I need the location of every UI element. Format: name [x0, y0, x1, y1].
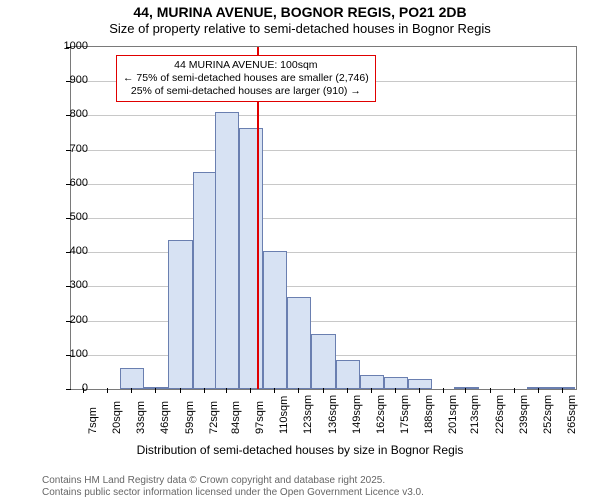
- x-tick-mark: [347, 388, 348, 393]
- y-tick-label: 900: [48, 74, 88, 86]
- y-tick-label: 600: [48, 177, 88, 189]
- x-tick-label: 110sqm: [278, 396, 290, 434]
- y-tick-label: 400: [48, 245, 88, 257]
- histogram-bar: [193, 172, 217, 389]
- x-tick-mark: [107, 388, 108, 393]
- x-tick-mark: [443, 388, 444, 393]
- x-tick-mark: [155, 388, 156, 393]
- x-tick-mark: [323, 388, 324, 393]
- histogram-bar: [336, 360, 360, 389]
- histogram-bar: [408, 379, 432, 389]
- x-tick-mark: [250, 388, 251, 393]
- histogram-bar: [120, 368, 144, 389]
- x-tick-label: 188sqm: [423, 395, 435, 434]
- x-tick-label: 201sqm: [447, 395, 459, 434]
- y-tick-label: 0: [48, 382, 88, 394]
- title-line2: Size of property relative to semi-detach…: [0, 21, 600, 36]
- license-line2: Contains public sector information licen…: [42, 487, 424, 499]
- histogram-bar: [168, 240, 192, 389]
- gridline: [71, 321, 576, 322]
- gridline: [71, 184, 576, 185]
- x-tick-mark: [562, 388, 563, 393]
- x-tick-mark: [131, 388, 132, 393]
- gridline: [71, 218, 576, 219]
- plot-area: 44 MURINA AVENUE: 100sqm← 75% of semi-de…: [70, 46, 577, 390]
- x-tick-label: 265sqm: [566, 395, 578, 434]
- y-tick-label: 200: [48, 314, 88, 326]
- x-axis-label: Distribution of semi-detached houses by …: [0, 443, 600, 457]
- gridline: [71, 115, 576, 116]
- x-tick-label: 252sqm: [542, 395, 554, 434]
- x-tick-label: 226sqm: [494, 395, 506, 434]
- x-tick-mark: [180, 388, 181, 393]
- license-line1: Contains HM Land Registry data © Crown c…: [42, 475, 424, 487]
- x-tick-label: 20sqm: [111, 401, 123, 434]
- x-tick-mark: [465, 388, 466, 393]
- y-tick-label: 500: [48, 211, 88, 223]
- x-tick-label: 149sqm: [351, 395, 363, 434]
- x-tick-label: 59sqm: [184, 401, 196, 434]
- annot-line3: 25% of semi-detached houses are larger (…: [123, 85, 369, 98]
- x-tick-label: 72sqm: [208, 401, 220, 434]
- title-block: 44, MURINA AVENUE, BOGNOR REGIS, PO21 2D…: [0, 0, 600, 36]
- x-tick-mark: [395, 388, 396, 393]
- x-tick-label: 213sqm: [469, 395, 481, 434]
- x-tick-mark: [298, 388, 299, 393]
- histogram-bar: [263, 251, 287, 390]
- y-tick-label: 100: [48, 348, 88, 360]
- histogram-bar: [287, 297, 311, 389]
- x-tick-mark: [514, 388, 515, 393]
- y-tick-label: 800: [48, 108, 88, 120]
- x-tick-mark: [538, 388, 539, 393]
- histogram-bar: [239, 128, 263, 389]
- histogram-bar: [144, 387, 168, 389]
- x-tick-label: 239sqm: [518, 395, 530, 434]
- y-tick-label: 1000: [48, 40, 88, 52]
- histogram-bar: [527, 387, 551, 389]
- x-tick-label: 33sqm: [135, 401, 147, 434]
- histogram-bar: [360, 375, 384, 389]
- x-tick-mark: [274, 388, 275, 393]
- x-tick-mark: [419, 388, 420, 393]
- gridline: [71, 252, 576, 253]
- annot-line1: 44 MURINA AVENUE: 100sqm: [123, 59, 369, 72]
- histogram-bar: [215, 112, 239, 389]
- x-tick-label: 175sqm: [399, 395, 411, 434]
- gridline: [71, 286, 576, 287]
- gridline: [71, 150, 576, 151]
- histogram-bar: [454, 387, 478, 389]
- x-tick-label: 7sqm: [87, 407, 99, 434]
- x-tick-label: 123sqm: [302, 395, 314, 434]
- chart-container: Number of semi-detached properties 44 MU…: [0, 38, 600, 458]
- y-tick-label: 300: [48, 279, 88, 291]
- y-tick-label: 700: [48, 143, 88, 155]
- x-tick-mark: [490, 388, 491, 393]
- license-text: Contains HM Land Registry data © Crown c…: [42, 475, 424, 499]
- annot-line2: ← 75% of semi-detached houses are smalle…: [123, 72, 369, 85]
- x-tick-label: 97sqm: [254, 401, 266, 434]
- title-line1: 44, MURINA AVENUE, BOGNOR REGIS, PO21 2D…: [0, 4, 600, 20]
- x-tick-mark: [226, 388, 227, 393]
- annotation-box: 44 MURINA AVENUE: 100sqm← 75% of semi-de…: [116, 55, 376, 102]
- x-tick-label: 162sqm: [375, 395, 387, 434]
- x-tick-mark: [204, 388, 205, 393]
- x-tick-label: 46sqm: [159, 401, 171, 434]
- histogram-bar: [311, 334, 335, 389]
- x-tick-mark: [371, 388, 372, 393]
- x-tick-label: 84sqm: [230, 401, 242, 434]
- x-tick-label: 136sqm: [327, 395, 339, 434]
